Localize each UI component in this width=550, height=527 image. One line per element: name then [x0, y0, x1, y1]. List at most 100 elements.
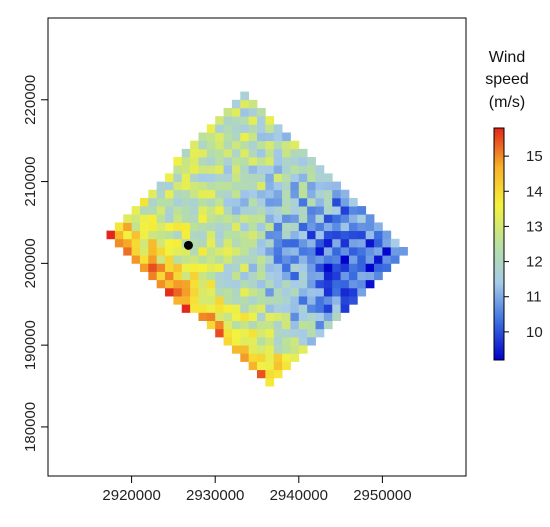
heatmap-cell	[165, 222, 174, 232]
heatmap-cell	[198, 148, 208, 158]
heatmap-cell	[332, 271, 341, 281]
heatmap-cell	[240, 279, 250, 289]
heatmap-cell	[307, 279, 316, 289]
heatmap-cell	[198, 263, 208, 272]
heatmap-cell	[123, 222, 132, 232]
heatmap-cell	[290, 247, 300, 256]
heatmap-cell	[173, 206, 183, 215]
heatmap-cell	[307, 255, 316, 264]
heatmap-cell	[248, 287, 258, 297]
heatmap-cell	[206, 230, 216, 240]
heatmap-cell	[282, 140, 291, 150]
heatmap-cell	[223, 157, 233, 166]
heatmap-cell	[240, 132, 250, 142]
heatmap-cell	[257, 263, 266, 272]
heatmap-cell	[190, 238, 199, 248]
heatmap-cell	[265, 247, 275, 256]
heatmap-cell	[248, 214, 258, 223]
heatmap-cell	[231, 214, 241, 223]
colorbar-title-line-3: (m/s)	[489, 94, 525, 111]
heatmap-cell	[273, 238, 283, 248]
heatmap-cell	[148, 271, 158, 281]
heatmap-cell	[181, 157, 191, 166]
heatmap-cell	[282, 304, 291, 313]
heatmap-cell	[307, 320, 316, 330]
heatmap-cell	[198, 279, 208, 289]
heatmap-cell	[323, 189, 333, 199]
heatmap-cell	[282, 157, 291, 166]
heatmap-cell	[240, 328, 250, 338]
colorbar: Wind speed (m/s) 10 11 12 13 14 15	[485, 49, 543, 361]
heatmap-cell	[231, 124, 241, 133]
heatmap-cell	[198, 230, 208, 240]
heatmap-cell	[323, 287, 333, 297]
heatmap-cell	[231, 140, 241, 150]
heatmap-cell	[323, 173, 333, 182]
heatmap-cell	[348, 263, 358, 272]
heatmap-cell	[273, 157, 283, 166]
heatmap-cell	[165, 181, 174, 191]
heatmap-cell	[231, 320, 241, 330]
heatmap-cell	[190, 287, 199, 297]
heatmap-cell	[240, 214, 250, 223]
heatmap-cell	[273, 255, 283, 264]
heatmap-cell	[181, 271, 191, 281]
colorbar-tick-label: 12	[526, 254, 543, 271]
heatmap-cell	[198, 140, 208, 150]
heatmap-cell	[181, 222, 191, 232]
heatmap-cell	[131, 214, 141, 223]
heatmap-cell	[273, 132, 283, 142]
heatmap-cell	[282, 230, 291, 240]
heatmap-cell	[173, 173, 183, 182]
heatmap-cell	[248, 99, 258, 109]
heatmap-cell	[223, 222, 233, 232]
heatmap-cell	[190, 173, 199, 182]
heatmap-cell	[206, 247, 216, 256]
heatmap-cell	[215, 173, 224, 182]
heatmap-cell	[215, 263, 224, 272]
heatmap-cell	[231, 287, 241, 297]
heatmap-cell	[348, 214, 358, 223]
heatmap-cell	[273, 271, 283, 281]
heatmap-cell	[382, 255, 392, 264]
heatmap-cell	[190, 304, 199, 313]
heatmap-cell	[131, 230, 141, 240]
heatmap-cell	[315, 247, 325, 256]
heatmap-cell	[315, 255, 325, 264]
heatmap-cell	[340, 206, 350, 215]
heatmap-cell	[181, 296, 191, 305]
heatmap-cell	[156, 238, 166, 248]
heatmap-cell	[273, 247, 283, 256]
heatmap-cell	[223, 255, 233, 264]
x-tick-label: 2930000	[186, 487, 244, 504]
heatmap-cell	[323, 230, 333, 240]
heatmap-cell	[231, 336, 241, 346]
heatmap-cell	[365, 271, 375, 281]
heatmap-cell	[240, 230, 250, 240]
heatmap-cell	[206, 132, 216, 142]
heatmap-cell	[131, 255, 141, 264]
heatmap-cell	[382, 247, 392, 256]
heatmap-cell	[248, 279, 258, 289]
heatmap-cell	[206, 255, 216, 264]
heatmap-cell	[315, 296, 325, 305]
heatmap-cell	[340, 279, 350, 289]
y-tick-label: 200000	[22, 238, 39, 288]
plot-area	[47, 17, 467, 477]
heatmap-cell	[273, 181, 283, 191]
heatmap-cell	[332, 279, 341, 289]
heatmap-cell	[265, 206, 275, 215]
colorbar-tick-label: 13	[526, 218, 543, 235]
heatmap-cell	[114, 230, 124, 240]
heatmap-cell	[131, 247, 141, 256]
heatmap-cell	[257, 287, 266, 297]
heatmap-cell	[198, 271, 208, 281]
heatmap-cell	[265, 173, 275, 182]
heatmap-cell	[298, 189, 308, 199]
heatmap-cell	[139, 255, 149, 264]
heatmap-cell	[148, 238, 158, 248]
heatmap-cell	[198, 189, 208, 199]
heatmap-cell	[231, 296, 241, 305]
heatmap-cell	[215, 197, 224, 207]
heatmap-cell	[265, 361, 275, 371]
